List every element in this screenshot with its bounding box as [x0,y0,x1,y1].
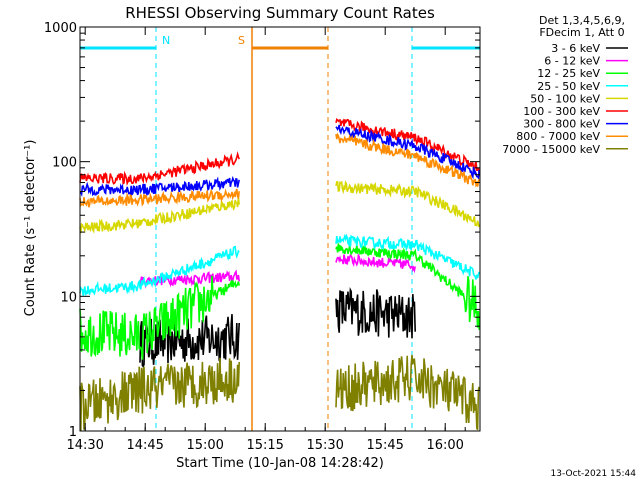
y-axis-label: Count Rate (s⁻¹ detector⁻¹) [23,140,38,317]
legend-entry-7: 800 - 7000 keV [516,130,600,143]
chart-title: RHESSI Observing Summary Count Rates [125,4,435,22]
series-6-segment-1 [335,124,480,181]
series-5-segment-0 [79,151,240,186]
x-axis-label: Start Time (10-Jan-08 14:28:42) [176,456,384,471]
series-1-segment-1 [335,252,416,274]
legend-entry-2: 12 - 25 keV [537,67,600,80]
x-tick-label-1: 14:45 [126,438,163,453]
series-7-segment-1 [335,132,480,188]
series-1-segment-0 [139,269,240,289]
legend-entry-3: 25 - 50 keV [537,80,600,93]
y-tick-label-3: 1000 [44,21,77,36]
x-tick-label-0: 14:30 [66,438,103,453]
series-2-segment-0 [79,275,240,360]
x-tick-label-3: 15:15 [246,438,283,453]
plot-frame [79,26,481,432]
legend-entry-1: 6 - 12 keV [544,55,600,68]
series-0-segment-0 [139,314,240,369]
series-6-segment-0 [79,175,240,197]
series-4-segment-1 [335,180,480,228]
legend-entry-8: 7000 - 15000 keV [502,143,600,156]
series-7 [79,132,480,208]
series-8-segment-1 [335,354,480,431]
series-8-segment-0 [79,357,240,431]
series-3 [79,233,480,296]
series-3-segment-0 [79,245,240,296]
series-4 [79,180,480,234]
x-tick-label-6: 16:00 [426,438,463,453]
legend-entry-5: 100 - 300 keV [523,105,600,118]
series-6 [79,124,480,197]
x-tick-label-4: 15:30 [306,438,343,453]
legend-entry-4: 50 - 100 keV [530,92,600,105]
series-2-segment-1 [335,243,480,330]
legend-entry-0: 3 - 6 keV [551,42,600,55]
timestamp: 13-Oct-2021 15:44 [551,469,637,479]
y-tick-label-1: 10 [60,290,77,305]
legend-header-1: FDecim 1, Att 0 [539,26,624,39]
x-tick-label-5: 15:45 [366,438,403,453]
y-tick-label-2: 100 [52,156,77,171]
series-1 [139,252,416,289]
series-7-segment-0 [79,188,240,208]
series-0-segment-1 [335,286,416,339]
legend-entry-6: 300 - 800 keV [523,118,600,131]
series-2 [79,243,480,360]
series-0 [139,286,416,369]
series-8 [79,354,480,431]
marker-label-0: N [162,34,170,47]
marker-label-1: S [238,34,245,47]
series-4-segment-0 [79,197,240,234]
legend-header-0: Det 1,3,4,5,6,9, [539,14,625,27]
y-tick-label-0: 1 [69,425,77,440]
x-tick-label-2: 15:00 [186,438,223,453]
series-3-segment-1 [335,233,480,280]
